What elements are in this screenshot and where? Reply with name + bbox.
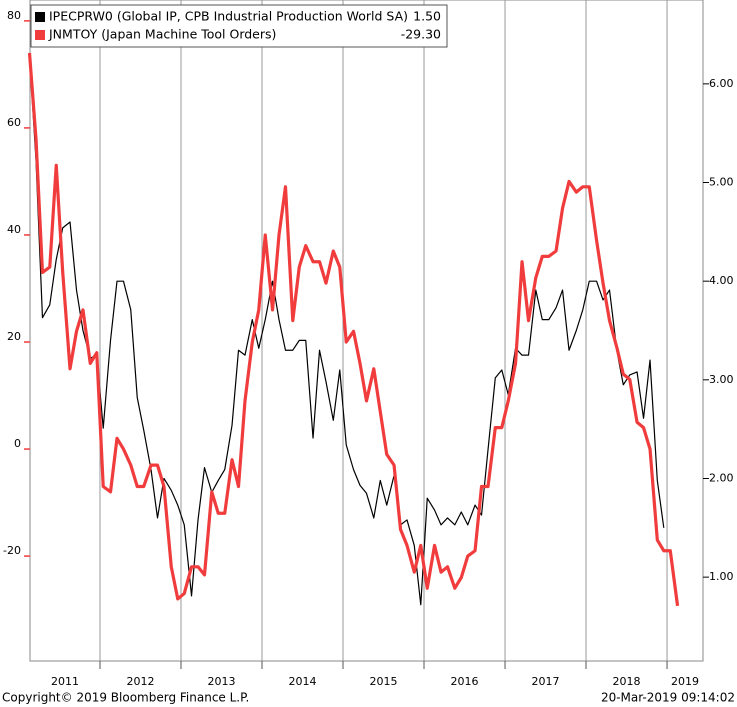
footer-right: 20-Mar-2019 09:14:02 [601, 691, 735, 705]
plot-area [29, 0, 704, 662]
series-line [28, 55, 665, 606]
legend-swatch [35, 12, 45, 22]
y2-tick-label: 6.00 [709, 77, 734, 90]
series-line [27, 52, 680, 607]
y-tick-label: 0 [14, 437, 21, 450]
x-tick-label: 2013 [207, 675, 235, 688]
x-tick-label: 2014 [289, 675, 317, 688]
x-tick-label: 2011 [51, 675, 79, 688]
y2-tick-label: 5.00 [709, 176, 734, 189]
legend: IPECPRW0 (Global IP, CPB Industrial Prod… [30, 4, 448, 48]
x-tick-label: 2015 [370, 675, 398, 688]
x-tick-label: 2018 [613, 675, 641, 688]
x-tick-label: 2012 [126, 675, 154, 688]
legend-label: IPECPRW0 (Global IP, CPB Industrial Prod… [49, 9, 408, 24]
y2-tick-label: 1.00 [709, 570, 734, 583]
legend-swatch [35, 30, 45, 40]
y-tick-label: 60 [7, 116, 21, 129]
y-tick-label: 40 [7, 223, 21, 236]
lines [27, 52, 680, 607]
y-tick-label: 80 [7, 9, 21, 22]
legend-box [30, 4, 448, 48]
y-tick-label: -20 [3, 544, 21, 557]
legend-value: -29.30 [401, 27, 441, 42]
y2-tick-label: 4.00 [709, 274, 734, 287]
y2-tick-label: 2.00 [709, 471, 734, 484]
y2-tick-label: 3.00 [709, 373, 734, 386]
footer-left: Copyright© 2019 Bloomberg Finance L.P. [2, 691, 249, 705]
legend-label: JNMTOY (Japan Machine Tool Orders) [48, 27, 276, 42]
x-tick-label: 2019 [671, 675, 699, 688]
y-tick-label: 20 [7, 330, 21, 343]
x-tick-label: 2016 [451, 675, 479, 688]
legend-value: 1.50 [413, 9, 441, 24]
x-tick-label: 2017 [532, 675, 560, 688]
